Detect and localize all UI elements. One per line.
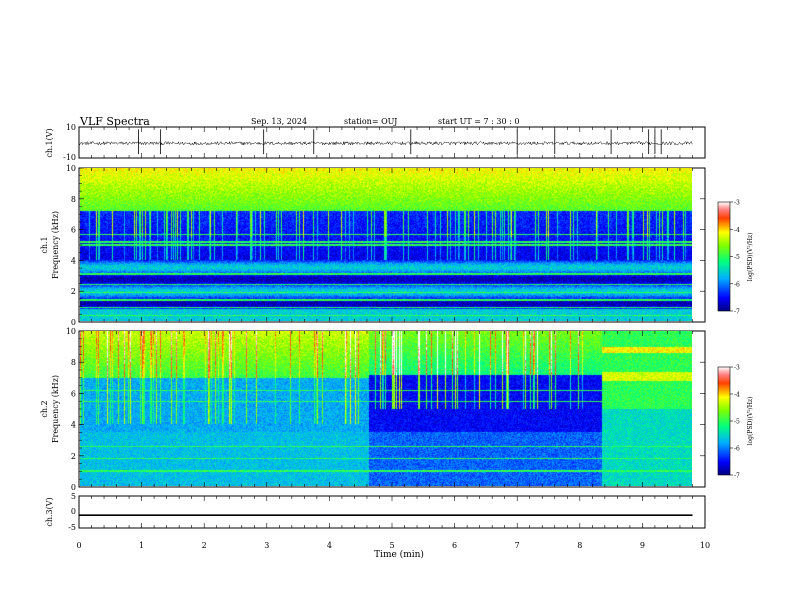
freq-tick-label: 4 (71, 421, 76, 430)
figure-title: VLF Spectra (80, 115, 150, 128)
ch2-spec-ylabel-2: Frequency (kHz) (51, 375, 60, 443)
colorbar-tick-label: -6 (734, 446, 740, 453)
x-tick-label: 8 (577, 541, 582, 550)
freq-tick-label: 10 (66, 164, 76, 173)
freq-tick-label: 0 (71, 483, 76, 492)
ch1-ylabel: ch.1(V) (45, 128, 54, 157)
ch3-ytick-top: 5 (71, 492, 76, 501)
ch1-spec-ylabel-2: Frequency (kHz) (51, 211, 60, 279)
freq-tick-label: 0 (71, 318, 76, 327)
ch1-spectrogram-image (80, 168, 692, 321)
ch1-colorbar-label: log(PSD)(V²/Hz) (747, 233, 754, 282)
colorbar-tick-label: -7 (734, 473, 740, 480)
freq-tick-label: 2 (71, 287, 76, 296)
colorbar-tick-label: -7 (734, 309, 740, 316)
ch1-waveform-ticks (78, 127, 706, 158)
ch1-colorbar-ticks: -3 -4 -5 -6 -7 (730, 200, 740, 316)
x-tick-label: 9 (640, 541, 645, 550)
ch2-spectrogram-yticks: 10 8 6 4 2 0 (66, 327, 706, 492)
ch1-waveform-panel: 10 -10 ch.1(V) (45, 123, 706, 162)
ch3-waveform-ticks (78, 496, 706, 528)
x-tick-label: 5 (389, 541, 394, 550)
colorbar-tick-label: -3 (734, 200, 740, 207)
colorbar-tick-label: -5 (734, 419, 740, 426)
date-label: Sep. 13, 2024 (251, 117, 308, 126)
colorbar-tick-label: -6 (734, 281, 740, 288)
colorbar-tick-label: -3 (734, 365, 740, 372)
ch3-waveform-frame (78, 495, 706, 529)
colorbar-tick-label: -4 (734, 227, 740, 234)
freq-tick-label: 6 (71, 226, 76, 235)
ch3-ylabel: ch.3(V) (45, 497, 54, 526)
ch2-colorbar-ticks: -3 -4 -5 -6 -7 (730, 365, 740, 480)
x-tick-label: 7 (515, 541, 520, 550)
ch2-spectrogram-image (80, 331, 692, 486)
freq-tick-label: 2 (71, 452, 76, 461)
x-axis-label: Time (min) (374, 549, 424, 560)
ch1-spec-ylabel-1: ch.1 (40, 236, 49, 253)
freq-tick-label: 8 (71, 195, 76, 204)
ch3-waveform-panel: 5 0 -5 ch.3(V) (45, 492, 706, 532)
freq-tick-label: 8 (71, 358, 76, 367)
colorbar-tick-label: -4 (734, 392, 740, 399)
ch1-colorbar (717, 201, 731, 312)
x-axis-tick-labels: 0 1 2 3 4 5 6 7 8 9 10 (76, 541, 710, 550)
ch2-colorbar-label: log(PSD)(V²/Hz) (747, 397, 754, 446)
ch3-ytick-bottom: -5 (68, 523, 76, 532)
x-tick-label: 0 (76, 541, 81, 550)
ch1-waveform-frame (78, 126, 706, 159)
x-tick-label: 4 (327, 541, 332, 550)
ch3-ytick-mid: 0 (71, 507, 76, 516)
start-ut-label: start UT = 7 : 30 : 0 (438, 117, 520, 126)
ch1-spectrogram-yticks: 10 8 6 4 2 0 (66, 164, 706, 327)
ch2-spec-ylabel-1: ch.2 (40, 400, 49, 417)
ch1-waveform-trace (79, 140, 693, 146)
ch2-colorbar (717, 366, 731, 476)
x-tick-label: 6 (452, 541, 457, 550)
x-tick-label: 10 (700, 541, 710, 550)
freq-tick-label: 6 (71, 389, 76, 398)
x-tick-label: 1 (139, 541, 144, 550)
colorbar-tick-label: -5 (734, 254, 740, 261)
freq-tick-label: 4 (71, 256, 76, 265)
ch1-waveform-series (79, 129, 693, 155)
station-label: station= OUJ (344, 117, 398, 126)
x-tick-label: 3 (264, 541, 269, 550)
ch1-ytick-bottom: -10 (63, 153, 76, 162)
freq-tick-label: 10 (66, 327, 76, 336)
ch1-ytick-top: 10 (66, 123, 76, 132)
x-tick-label: 2 (202, 541, 207, 550)
